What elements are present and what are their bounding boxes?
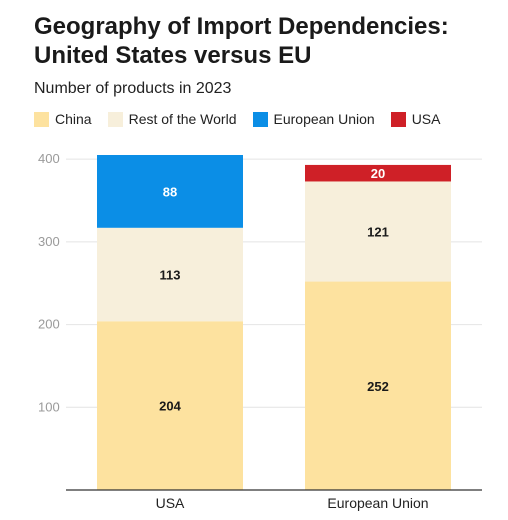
legend-item-china: China [34, 111, 92, 127]
legend-item-rest-of-world: Rest of the World [107, 111, 237, 127]
x-tick-label-european-union: European Union [327, 495, 428, 511]
y-tick-label-200: 200 [38, 317, 60, 332]
x-tick-label-usa: USA [156, 495, 185, 511]
y-tick-label-300: 300 [38, 234, 60, 249]
legend-label-rest-of-world: Rest of the World [128, 111, 237, 127]
y-tick-label-100: 100 [38, 399, 60, 414]
y-tick-label-400: 400 [38, 151, 60, 166]
legend-swatch-china [34, 111, 49, 127]
chart-subtitle: Number of products in 2023 [34, 80, 232, 97]
legend-swatch-rest-of-world [107, 111, 123, 127]
legend-item-usa: USA [390, 111, 441, 127]
legend-item-european-union: European Union [252, 111, 375, 127]
data-label-european-union-usa: 20 [371, 166, 385, 181]
bar-usa-china [97, 321, 243, 490]
legend-label-china: China [55, 111, 92, 127]
data-label-usa-rest-of-the-world: 113 [160, 268, 181, 283]
legend-label-european-union: European Union [273, 111, 375, 127]
chart-title: Geography of Import Dependencies: United… [34, 13, 449, 69]
data-label-usa-european-union: 88 [163, 184, 177, 199]
legend: China Rest of the World European Union U… [34, 111, 456, 127]
legend-label-usa: USA [411, 111, 441, 127]
bar-european-union-rest-of-the-world [305, 181, 451, 282]
legend-swatch-european-union [252, 111, 268, 127]
bar-usa-european-union [97, 155, 243, 228]
bar-usa-rest-of-the-world [97, 227, 243, 322]
data-label-european-union-china: 252 [367, 379, 389, 394]
legend-swatch-usa [390, 111, 406, 127]
data-label-usa-china: 204 [159, 399, 181, 414]
data-label-european-union-rest-of-the-world: 121 [367, 225, 389, 240]
bar-european-union-china [305, 281, 451, 490]
bar-european-union-usa [305, 164, 451, 182]
